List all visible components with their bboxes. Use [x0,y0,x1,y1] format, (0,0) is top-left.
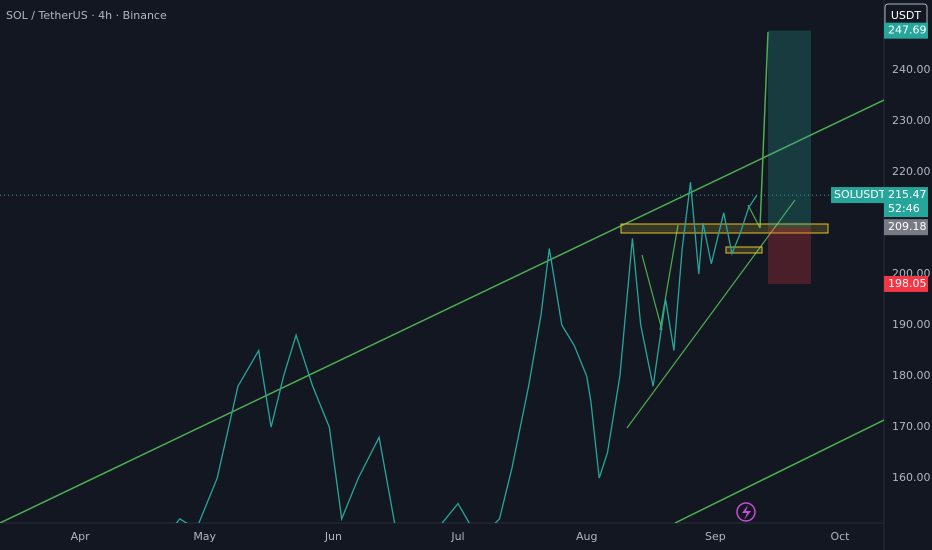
y-tick-label: 170.00 [892,420,931,433]
y-tick-label: 180.00 [892,369,931,382]
y-tick-label: 160.00 [892,471,931,484]
stop-loss-label: 198.05 [888,277,927,290]
icon[interactable] [736,502,756,522]
x-tick-label: Apr [71,530,91,543]
price-line [175,182,758,523]
chart-title: SOL / TetherUS · 4h · Binance [6,9,167,22]
x-tick-label: Sep [705,530,726,543]
take-profit-label: 247.69 [888,24,927,37]
last-price-tag [884,187,928,218]
trend-line [659,224,679,331]
trend-line [626,199,796,429]
y-tick-label: 220.00 [892,165,931,178]
x-tick-label: Aug [576,530,597,543]
x-tick-label: Jun [324,530,342,543]
last-price-label: 215.47 [888,188,927,201]
symbol-tag [831,187,884,204]
loss-zone [768,227,811,284]
x-tick-label: Jul [450,530,464,543]
trend-line [759,31,769,229]
x-tick-label: Oct [830,530,850,543]
entry-tag [884,219,928,236]
zone [620,223,829,234]
plot [0,30,884,523]
countdown: 52:46 [888,202,920,215]
icon [742,505,751,520]
y-tick-label: 190.00 [892,318,931,331]
currency[interactable]: USDT [891,9,922,22]
zone [725,246,763,254]
symbol-label: SOLUSDT [834,188,886,201]
entry-label: 209.18 [888,220,927,233]
y-tick-label: 230.00 [892,114,931,127]
trend-line [674,419,884,523]
take-profit-tag [884,22,928,39]
stop-loss-tag [884,275,928,292]
trend-line [0,99,884,523]
trend-line [641,254,663,331]
y-tick-label: 240.00 [892,63,931,76]
profit-zone [768,30,811,228]
x-tick-label: May [193,530,216,543]
